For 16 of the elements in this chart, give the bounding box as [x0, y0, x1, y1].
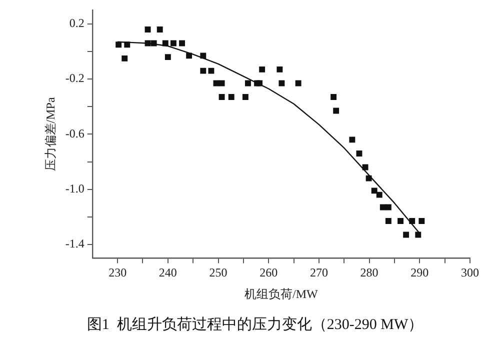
x-tick-label: 240: [158, 266, 177, 280]
y-axis-title: 压力偏差/MPa: [43, 96, 58, 172]
x-axis-title: 机组负荷/MW: [244, 286, 319, 301]
y-tick-label: -1.4: [65, 236, 84, 251]
y-tick-label: -1.0: [65, 181, 84, 196]
y-tick-label: -0.6: [65, 126, 84, 140]
x-tick-label: 270: [310, 266, 328, 280]
text: 图1 机组升负荷过程中的压力变化（230-290 MW）: [86, 316, 424, 333]
x-tick-label: 260: [260, 266, 278, 280]
x-tick-label: 230: [108, 266, 127, 280]
x-tick-label: 300: [461, 266, 479, 280]
x-tick-label: 280: [360, 266, 378, 280]
y-tick-label: 0.2: [69, 16, 84, 30]
x-tick-label: 290: [410, 266, 429, 280]
y-tick-label: -0.2: [65, 71, 84, 86]
x-tick-label: 250: [209, 266, 228, 280]
